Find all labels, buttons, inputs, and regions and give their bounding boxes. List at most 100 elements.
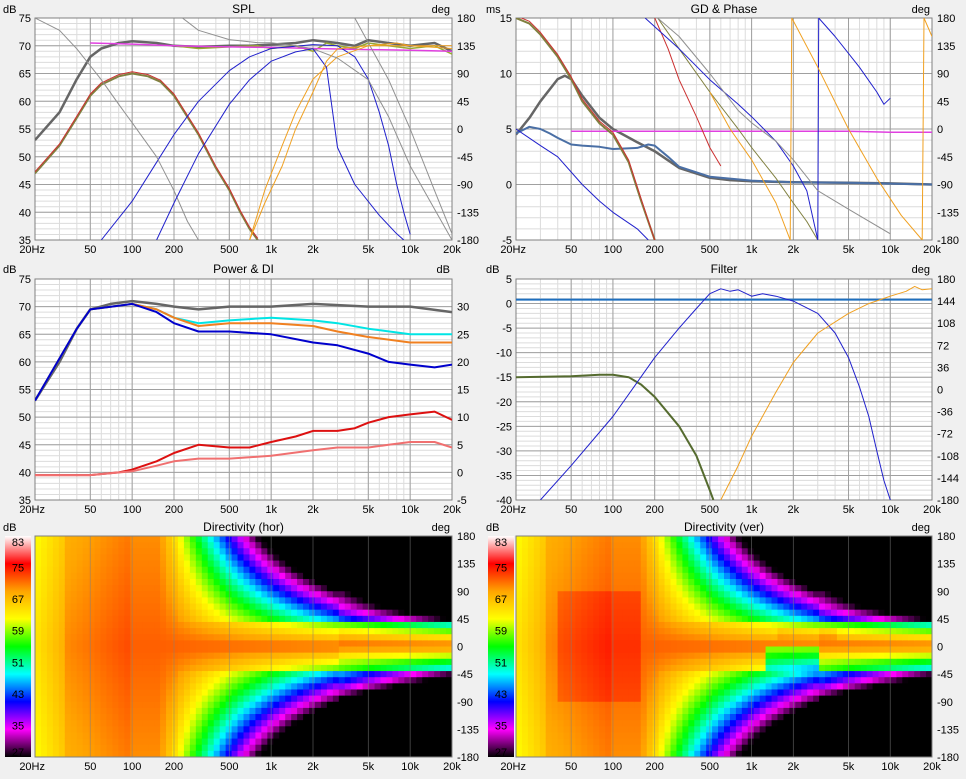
heatmap-cell xyxy=(569,744,577,752)
heatmap-cell xyxy=(273,750,280,757)
heatmap-cell xyxy=(682,609,689,617)
heatmap-cell xyxy=(628,695,636,703)
heatmap-cell xyxy=(112,720,119,727)
heatmap-cell xyxy=(670,652,678,660)
heatmap-cell xyxy=(634,695,642,703)
heatmap-cell xyxy=(747,652,755,660)
heatmap-cell xyxy=(587,585,594,592)
heatmap-cell xyxy=(314,658,322,666)
heatmap-cell xyxy=(825,603,832,611)
heatmap-cell xyxy=(587,652,594,660)
heatmap-cell xyxy=(142,652,149,660)
heatmap-cell xyxy=(718,578,725,586)
heatmap-cell xyxy=(350,738,358,746)
heatmap-cell xyxy=(374,683,382,691)
heatmap-cell xyxy=(521,732,529,740)
heatmap-cell xyxy=(243,671,251,678)
heatmap-cell xyxy=(440,695,447,703)
heatmap-cell xyxy=(410,646,417,654)
heatmap-cell xyxy=(741,585,749,592)
heatmap-cell xyxy=(314,726,322,734)
heatmap-cell xyxy=(628,609,636,617)
heatmap-cell xyxy=(569,738,577,746)
heatmap-cell xyxy=(225,720,233,727)
heatmap-cell xyxy=(581,652,588,660)
heatmap-cell xyxy=(52,658,60,666)
heatmap-cell xyxy=(777,591,785,598)
heatmap-cell xyxy=(825,566,832,574)
heatmap-cell xyxy=(362,621,370,629)
heatmap-cell xyxy=(267,646,274,654)
heatmap-cell xyxy=(130,621,137,629)
series-line-2 xyxy=(516,373,715,500)
heatmap-cell xyxy=(52,634,60,641)
heatmap-cell xyxy=(795,646,802,654)
heatmap-cell xyxy=(521,664,529,672)
heatmap-cell xyxy=(587,726,594,734)
heatmap-cell xyxy=(658,677,666,684)
heatmap-cell xyxy=(380,597,388,605)
heatmap-cell xyxy=(404,572,411,580)
heatmap-cell xyxy=(344,726,352,734)
x-tick-label: 5k xyxy=(363,504,375,516)
heatmap-cell xyxy=(440,591,447,598)
heatmap-cell xyxy=(724,732,731,740)
heatmap-cell xyxy=(539,609,547,617)
heatmap-cell xyxy=(440,707,447,715)
heatmap-cell xyxy=(386,634,394,641)
heatmap-cell xyxy=(118,750,125,757)
heatmap-cell xyxy=(368,744,376,752)
heatmap-cell xyxy=(297,554,304,562)
heatmap-cell xyxy=(326,689,334,697)
heatmap-cell xyxy=(628,621,636,629)
heatmap-cell xyxy=(160,658,167,666)
heatmap-cell xyxy=(777,585,785,592)
heatmap-cell xyxy=(392,609,399,617)
heatmap-cell xyxy=(646,646,654,654)
heatmap-cell xyxy=(605,572,612,580)
heatmap-cell xyxy=(273,732,280,740)
heatmap-cell xyxy=(735,701,743,709)
series-group xyxy=(35,299,452,477)
heatmap-cell xyxy=(249,750,257,757)
heatmap-cell xyxy=(676,744,683,752)
heatmap-cell xyxy=(118,646,125,654)
heatmap-cell xyxy=(410,732,417,740)
heatmap-cell xyxy=(670,597,678,605)
heatmap-cell xyxy=(112,578,119,586)
heatmap-cell xyxy=(332,609,340,617)
right-axis-unit: dB xyxy=(437,264,450,276)
heatmap-cells xyxy=(35,536,452,757)
heatmap-cell xyxy=(664,603,672,611)
heatmap-cell xyxy=(706,566,713,574)
heatmap-cell xyxy=(587,677,594,684)
heatmap-cell xyxy=(177,714,185,721)
heatmap-cell xyxy=(581,536,588,543)
heatmap-cell xyxy=(563,548,571,556)
heatmap-cell xyxy=(314,646,322,654)
heatmap-cell xyxy=(344,646,352,654)
heatmap-cell xyxy=(338,640,346,648)
heatmap-cell xyxy=(362,609,370,617)
heatmap-cell xyxy=(759,652,767,660)
heatmap-cell xyxy=(166,560,173,568)
right-tick-label: -90 xyxy=(457,697,473,709)
heatmap-cell xyxy=(362,658,370,666)
heatmap-cell xyxy=(741,554,749,562)
colorbar-label: 35 xyxy=(12,720,24,732)
heatmap-cell xyxy=(374,578,382,586)
heatmap-cell xyxy=(136,689,143,697)
heatmap-cell xyxy=(172,578,179,586)
heatmap-cell xyxy=(581,726,588,734)
heatmap-cell xyxy=(676,640,683,648)
heatmap-cell xyxy=(440,628,447,635)
heatmap-cell xyxy=(291,732,298,740)
heatmap-cell xyxy=(58,671,66,678)
x-tick-label: 20Hz xyxy=(19,761,45,773)
heatmap-cell xyxy=(201,646,209,654)
heatmap-cell xyxy=(392,578,399,586)
heatmap-cell xyxy=(545,732,553,740)
heatmap-cell xyxy=(297,664,304,672)
heatmap-cell xyxy=(658,750,666,757)
heatmap-cell xyxy=(700,714,707,721)
